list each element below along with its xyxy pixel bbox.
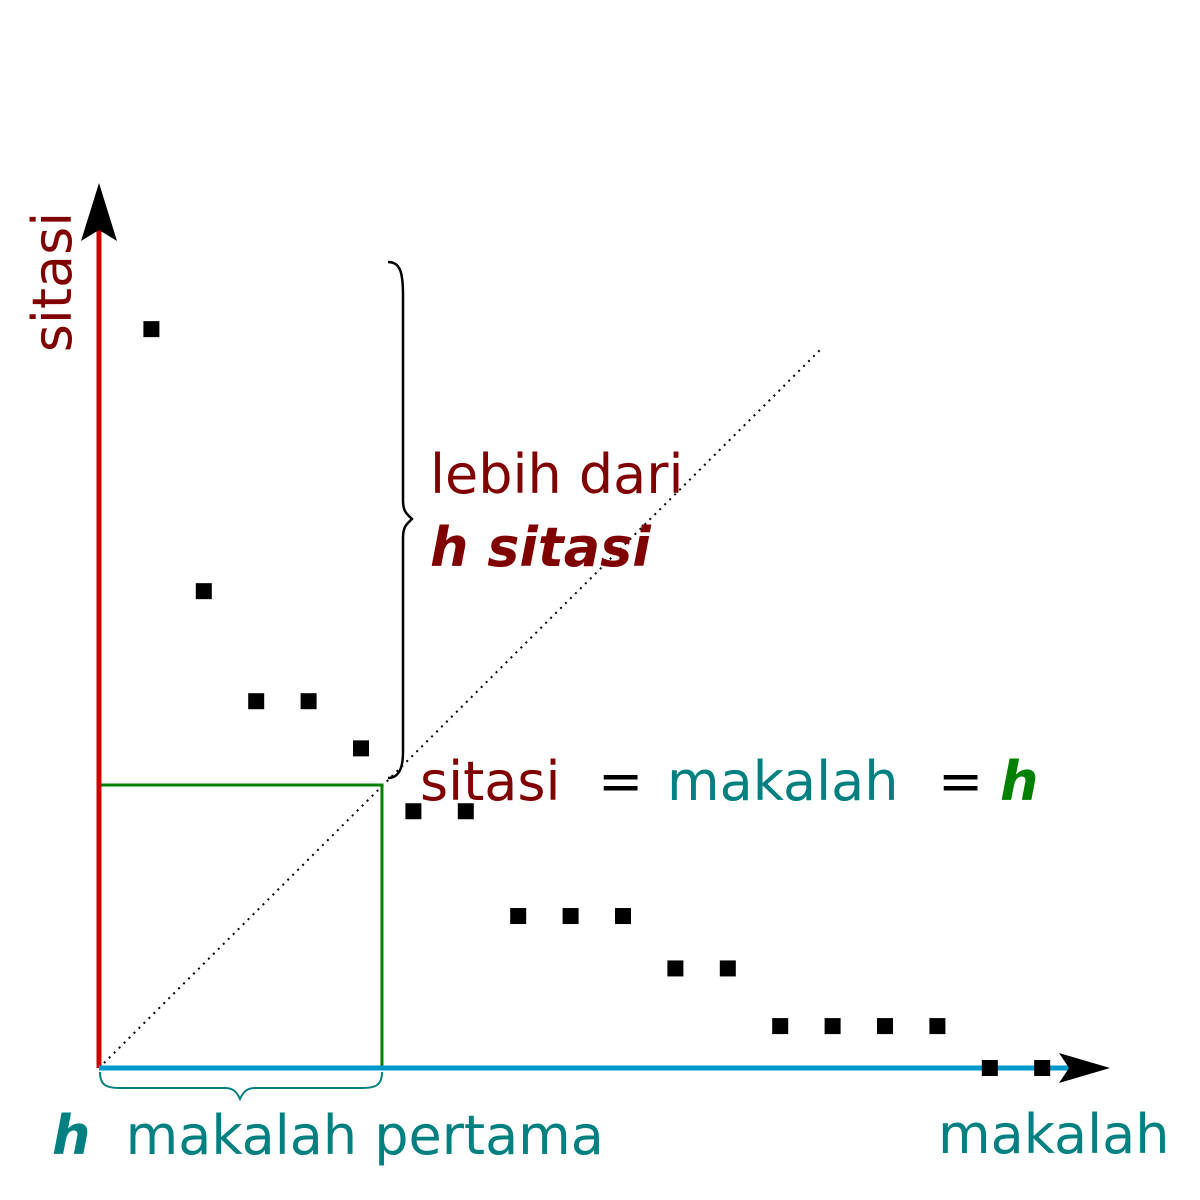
- eq-equals-2: =: [938, 750, 983, 813]
- brace-label-line1: lebih dari: [430, 443, 683, 506]
- data-point-15: [877, 1018, 893, 1035]
- data-points: [143, 321, 1051, 1076]
- data-point-18: [1034, 1060, 1051, 1076]
- diagonal-reference-line: [98, 349, 821, 1069]
- data-point-7: [457, 803, 474, 820]
- data-point-17: [981, 1060, 998, 1076]
- first-h-papers-h: h: [52, 1104, 90, 1167]
- data-point-4: [300, 693, 317, 710]
- eq-h-label: h: [1000, 750, 1038, 813]
- data-point-9: [562, 908, 579, 925]
- eq-sitasi-label: sitasi: [420, 750, 561, 813]
- eq-makalah-label: makalah: [667, 750, 898, 813]
- citations-brace: [387, 260, 414, 780]
- data-point-5: [353, 740, 369, 757]
- data-point-16: [929, 1018, 946, 1035]
- x-axis-label: makalah: [938, 1103, 1169, 1166]
- brace-label-line2: h sitasi: [430, 516, 652, 579]
- data-point-3: [248, 693, 265, 710]
- data-point-6: [405, 803, 422, 820]
- x-axis-arrow-icon: [1059, 1053, 1110, 1083]
- data-point-2: [195, 583, 212, 600]
- data-point-13: [772, 1018, 789, 1035]
- first-papers-brace: [99, 1071, 383, 1102]
- data-point-10: [615, 908, 631, 925]
- h-index-box: [99, 783, 384, 1068]
- first-h-papers-rest: makalah pertama: [126, 1104, 604, 1167]
- data-point-12: [719, 960, 736, 977]
- y-axis-arrow-icon: [81, 183, 117, 241]
- data-point-1: [143, 321, 160, 338]
- data-point-8: [510, 908, 527, 925]
- data-point-11: [667, 960, 684, 977]
- first-h-papers-label: h makalah pertama: [52, 1104, 604, 1167]
- y-axis-label: sitasi: [21, 212, 84, 353]
- data-point-14: [824, 1018, 841, 1035]
- eq-equals-1: =: [598, 750, 643, 813]
